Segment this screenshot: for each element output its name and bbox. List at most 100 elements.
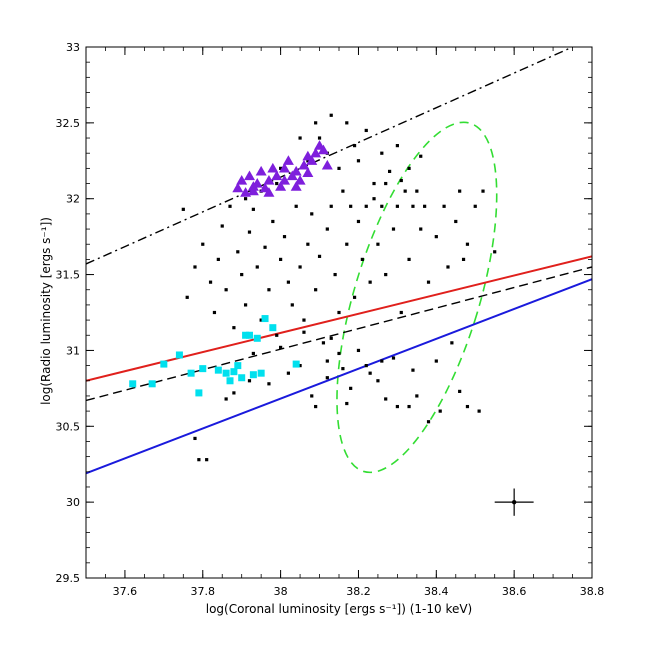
black-squares-point-44: [364, 204, 368, 208]
black-squares-point-12: [240, 272, 244, 277]
black-squares-point-126: [450, 341, 454, 345]
y-tick-label: 29.5: [56, 572, 81, 585]
purple-triangles-point-12: [279, 162, 291, 173]
black-squares-point-80: [380, 151, 384, 155]
black-squares-point-32: [317, 254, 322, 258]
black-squares-point-31: [314, 288, 318, 292]
black-squares-point-92: [399, 178, 403, 183]
cyan-squares-point-15: [249, 371, 257, 379]
y-tick-label: 32.5: [56, 117, 81, 130]
purple-triangles-point-26: [279, 175, 291, 185]
black-squares-point-82: [407, 166, 411, 170]
black-squares-point-103: [298, 364, 302, 368]
black-squares-point-72: [275, 181, 279, 186]
black-squares-point-47: [376, 242, 380, 246]
black-squares-point-128: [302, 330, 306, 334]
axis-ticks-layer: 37.6 37.8 38 38.2 38.4 38.6 38.8 29.5 30 30.5 31 31…: [56, 41, 605, 598]
purple-triangles-point-25: [263, 187, 275, 197]
black-squares-point-26: [294, 204, 298, 208]
x-tick-label: 38.2: [346, 585, 371, 598]
purple-triangles-point-22: [317, 144, 329, 155]
purple-triangles-point-27: [290, 181, 302, 191]
cyan-squares-point-6: [199, 365, 207, 373]
purple-triangles-point-2: [240, 187, 252, 197]
black-squares-point-129: [279, 345, 283, 349]
black-squares-point-50: [388, 169, 392, 174]
black-squares-point-17: [259, 318, 263, 322]
black-squares-point-88: [356, 159, 361, 163]
black-squares-point-23: [282, 235, 287, 239]
black-squares-point-1: [193, 265, 197, 269]
black-squares-point-11: [236, 250, 240, 254]
black-squares-point-83: [329, 113, 333, 117]
cyan-squares-point-18: [261, 315, 269, 323]
black-squares-point-58: [423, 204, 427, 208]
black-squares-point-110: [376, 379, 380, 383]
x-tick-label: 38.6: [502, 585, 527, 598]
purple-triangles-point-16: [294, 175, 306, 185]
black-squares-point-86: [384, 181, 388, 186]
purple-triangles-point-0: [232, 182, 244, 193]
black-squares-point-0: [181, 207, 185, 211]
black-squares-point-3: [201, 242, 205, 246]
cyan-squares-point-17: [257, 369, 265, 377]
black-squares-point-37: [337, 310, 341, 315]
black-squares-point-77: [337, 166, 341, 170]
black-squares-point-85: [298, 136, 302, 140]
x-tick-label: 38: [274, 585, 288, 598]
black-squares-point-30: [310, 212, 314, 216]
black-squares-point-7: [220, 224, 224, 228]
y-tick-label: 30: [66, 496, 80, 509]
x-tick-label: 38.4: [424, 585, 449, 598]
cyan-squares-point-0: [129, 380, 137, 388]
purple-triangles-point-28: [302, 150, 314, 161]
fit-lines-layer: [86, 47, 592, 475]
error-bar-center: [511, 499, 517, 505]
black-squares-point-25: [290, 303, 294, 307]
black-squares-point-111: [384, 397, 388, 401]
black-squares-point-9: [228, 204, 232, 208]
black-squares-point-33: [321, 341, 326, 345]
black-squares-point-94: [193, 436, 197, 441]
black-squares-point-4: [208, 280, 213, 284]
black-squares-point-101: [267, 382, 271, 386]
black-squares-point-42: [356, 219, 361, 224]
purple-triangles-point-17: [298, 159, 310, 170]
y-tick-label: 31.5: [56, 269, 81, 282]
black-squares-point-97: [224, 397, 228, 401]
purple-triangles-point-11: [275, 181, 287, 191]
black-squares-point-99: [247, 379, 252, 383]
fit-line-red-fit: [86, 255, 592, 382]
black-squares-point-70: [243, 197, 248, 201]
black-squares-point-102: [286, 371, 290, 375]
cyan-squares-point-8: [222, 369, 230, 377]
black-squares-point-48: [380, 204, 384, 208]
purple-triangles-point-23: [321, 159, 333, 170]
y-tick-label: 31: [66, 344, 80, 357]
cyan-squares-point-20: [292, 360, 300, 368]
black-squares-point-95: [197, 458, 201, 462]
black-squares-point-56: [411, 204, 415, 208]
black-squares-point-35: [329, 204, 333, 208]
x-tick-label: 37.6: [113, 585, 138, 598]
black-squares-point-122: [368, 371, 372, 375]
black-squares-point-14: [247, 230, 252, 234]
black-squares-point-124: [411, 368, 415, 372]
black-squares-point-108: [356, 348, 361, 353]
black-squares-point-65: [493, 250, 497, 254]
black-squares-point-131: [314, 404, 318, 409]
black-squares-point-57: [419, 227, 423, 231]
black-squares-point-55: [407, 257, 411, 261]
black-squares-point-118: [465, 404, 470, 409]
black-squares-point-18: [263, 245, 267, 249]
green-dashed-ellipse: [336, 121, 498, 474]
black-squares-point-28: [302, 318, 306, 322]
cyan-squares-point-7: [214, 366, 222, 374]
black-squares-point-53: [399, 310, 403, 315]
cyan-squares-point-10: [230, 368, 238, 376]
black-squares-point-38: [341, 189, 345, 193]
black-squares-point-90: [279, 166, 283, 170]
black-squares-point-96: [205, 458, 209, 462]
black-squares-point-24: [286, 280, 290, 284]
black-squares-point-64: [481, 189, 485, 193]
